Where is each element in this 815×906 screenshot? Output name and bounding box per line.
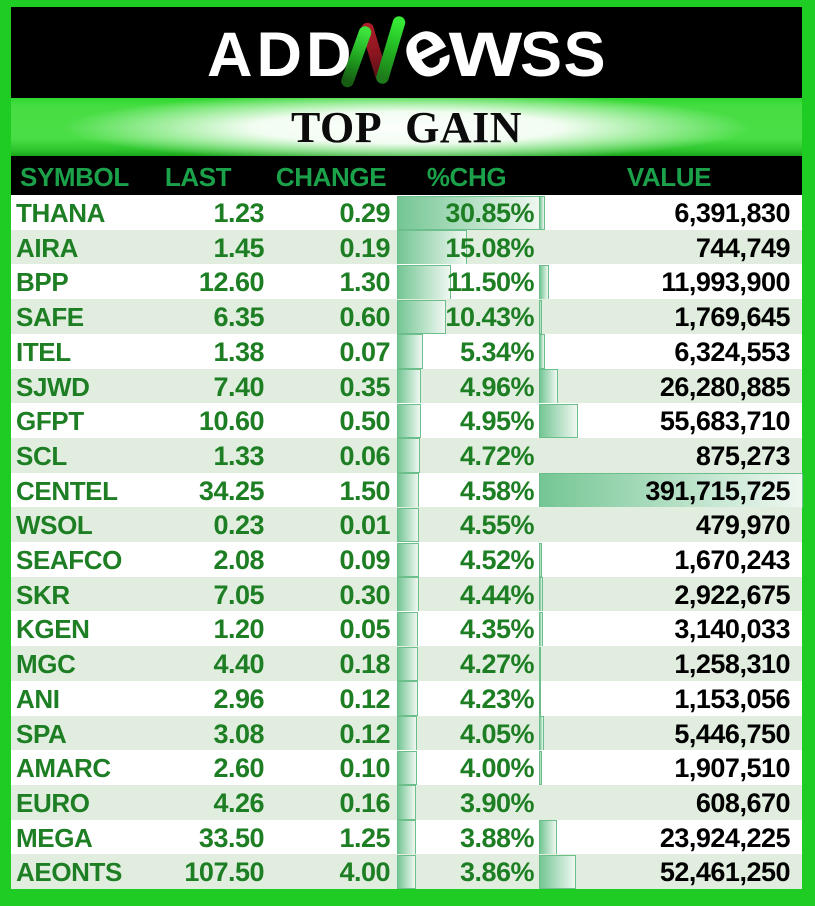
svg-text:w: w (448, 7, 522, 94)
svg-text:SS: SS (520, 20, 607, 90)
svg-text:ADD: ADD (207, 20, 356, 90)
